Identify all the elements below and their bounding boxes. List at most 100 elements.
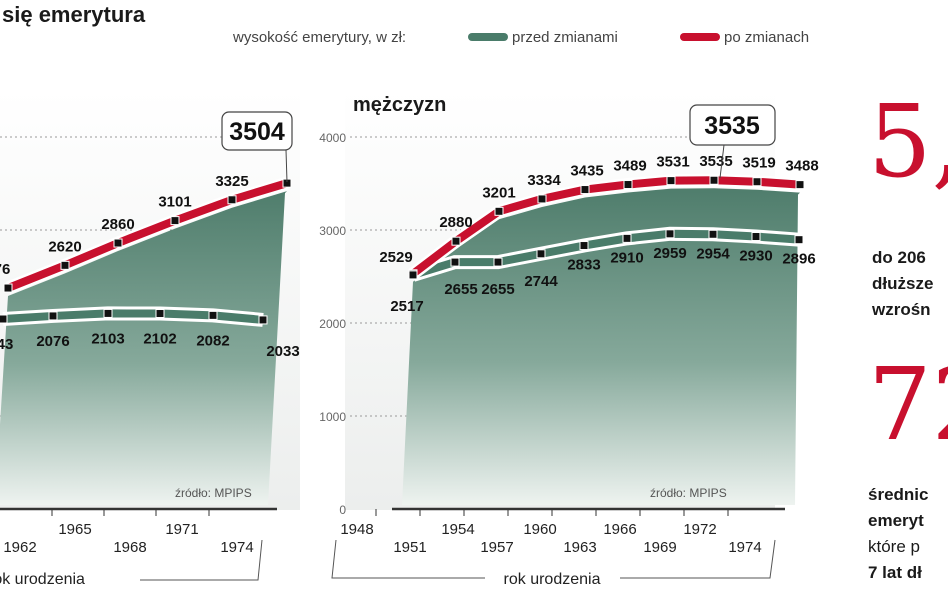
point-przed-zmianami xyxy=(450,257,460,267)
data-label: 2880 xyxy=(439,214,472,231)
data-label: 2517 xyxy=(390,298,423,315)
data-label: 2620 xyxy=(48,238,81,255)
data-label: 2833 xyxy=(567,257,600,274)
data-label: 2896 xyxy=(782,251,815,268)
data-label: 3101 xyxy=(158,194,191,211)
x-axis-title: rok urodzenia xyxy=(504,571,601,588)
y-tick-label: 3000 xyxy=(319,224,346,238)
legend-label: wysokość emerytury, w zł: xyxy=(233,29,407,46)
legend-swatch-after xyxy=(680,33,720,42)
x-axis-title: rok urodzenia xyxy=(0,571,85,588)
point-po-zmianach xyxy=(113,238,123,248)
series-line-przed-zmianami xyxy=(2,309,264,324)
highlight-value: 3504 xyxy=(229,118,285,146)
point-po-zmianach xyxy=(451,236,461,246)
legend-after-label: po zmianach xyxy=(724,29,810,46)
point-przed-zmianami xyxy=(579,241,589,251)
axis-bracket xyxy=(331,539,776,579)
series-line-po-zmianach xyxy=(410,176,801,277)
point-przed-zmianami xyxy=(751,232,761,242)
y-tick-label: 2000 xyxy=(319,317,346,331)
y-tick-label: 0 xyxy=(339,503,346,517)
data-label: 3435 xyxy=(570,163,603,180)
point-przed-zmianami xyxy=(794,235,804,245)
stat-text-2: średnic emeryt które p 7 lat dł xyxy=(868,482,928,586)
data-label: 2076 xyxy=(36,333,69,350)
data-label: 2954 xyxy=(696,245,730,262)
point-przed-zmianami xyxy=(155,309,165,319)
stat-line: emeryt xyxy=(868,511,924,530)
data-label: 2910 xyxy=(610,249,643,266)
point-przed-zmianami xyxy=(622,233,632,243)
legend-before: przed zmianami xyxy=(468,29,618,46)
stat-line: wzrośn xyxy=(872,300,931,319)
legend-before-label: przed zmianami xyxy=(512,29,618,46)
point-po-zmianach xyxy=(795,180,805,190)
point-po-zmianach xyxy=(227,195,237,205)
y-tick-label: 4000 xyxy=(319,131,346,145)
data-label: 3488 xyxy=(785,158,818,175)
point-po-zmianach xyxy=(494,206,504,216)
x-tick-label: 1974 xyxy=(728,539,761,556)
x-tick-label: 1971 xyxy=(165,521,198,538)
area-fill xyxy=(0,191,287,505)
data-label: 2930 xyxy=(739,248,772,265)
x-tick-label: 1965 xyxy=(58,521,91,538)
legend-after: po zmianach xyxy=(680,29,809,46)
data-label: 2529 xyxy=(379,249,412,266)
data-label: 3325 xyxy=(215,173,248,190)
source-label: źródło: MPIPS xyxy=(650,486,727,500)
data-label: 3531 xyxy=(656,154,689,171)
point-po-zmianach xyxy=(709,175,719,185)
data-label: 3334 xyxy=(527,172,561,189)
x-tick-label: 1948 xyxy=(340,521,373,538)
highlight-value: 3535 xyxy=(704,112,760,140)
highlight-leader xyxy=(719,144,725,179)
x-tick-label: 1972 xyxy=(683,521,716,538)
y-tick-label: 1000 xyxy=(319,410,346,424)
point-przed-zmianami xyxy=(708,229,718,239)
highlight-leader xyxy=(285,149,288,183)
data-label: 2103 xyxy=(91,330,124,347)
x-tick-label: 1960 xyxy=(523,521,556,538)
point-przed-zmianami xyxy=(408,270,418,280)
point-przed-zmianami xyxy=(258,315,268,325)
stat-line: do 206 xyxy=(872,248,926,267)
point-po-zmianach xyxy=(170,216,180,226)
page-title: się emerytura xyxy=(2,2,146,27)
data-label: 2959 xyxy=(653,245,686,262)
data-label: 3201 xyxy=(482,184,515,201)
highlight-box xyxy=(689,104,776,146)
point-przed-zmianami xyxy=(493,257,503,267)
x-tick-label: 1951 xyxy=(393,539,426,556)
stat-text-1: do 206 dłuższe wzrośn xyxy=(872,245,933,323)
x-tick-label: 1966 xyxy=(603,521,636,538)
data-label: 3535 xyxy=(699,153,732,170)
point-po-zmianach xyxy=(623,180,633,190)
data-label: 2102 xyxy=(143,331,176,348)
point-po-zmianach xyxy=(60,260,70,270)
data-label: 2655 xyxy=(444,281,477,298)
point-przed-zmianami xyxy=(665,229,675,239)
legend-swatch-before xyxy=(468,33,508,42)
x-tick-label: 1974 xyxy=(220,539,253,556)
point-po-zmianach xyxy=(537,194,547,204)
x-tick-label: 1957 xyxy=(480,539,513,556)
data-label: 3519 xyxy=(742,155,775,172)
data-label: 2033 xyxy=(266,343,299,360)
x-tick-label: 1968 xyxy=(113,539,146,556)
x-tick-label: 1969 xyxy=(643,539,676,556)
stat-line: średnic xyxy=(868,485,929,504)
stat-big-2: 72 xyxy=(868,346,948,463)
source-label: źródło: MPIPS xyxy=(175,486,252,500)
point-przed-zmianami xyxy=(103,308,113,318)
point-przed-zmianami xyxy=(536,249,546,259)
point-przed-zmianami xyxy=(48,311,58,321)
stat-big-1: 5, xyxy=(868,83,948,200)
point-po-zmianach xyxy=(580,185,590,195)
series-line-po-zmianach xyxy=(6,179,289,292)
data-label: 3489 xyxy=(613,158,646,175)
stat-line: dłuższe xyxy=(872,274,934,293)
highlight-box xyxy=(221,111,293,151)
